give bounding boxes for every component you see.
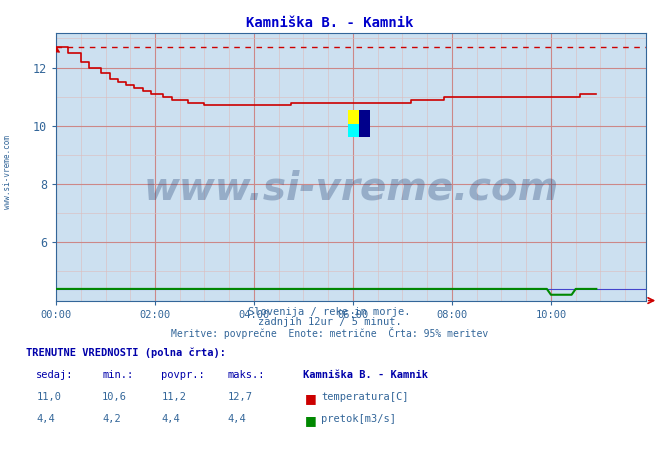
Text: temperatura[C]: temperatura[C] [321,392,409,402]
FancyBboxPatch shape [359,110,370,137]
Text: 11,2: 11,2 [161,392,186,402]
Text: Kamniška B. - Kamnik: Kamniška B. - Kamnik [246,16,413,30]
Text: 4,4: 4,4 [227,414,246,424]
Text: 4,4: 4,4 [36,414,55,424]
Text: 11,0: 11,0 [36,392,61,402]
Text: min.:: min.: [102,370,133,379]
Text: 12,7: 12,7 [227,392,252,402]
Text: www.si-vreme.com: www.si-vreme.com [143,169,559,207]
Text: 4,2: 4,2 [102,414,121,424]
Text: Slovenija / reke in morje.: Slovenija / reke in morje. [248,307,411,316]
Text: 10,6: 10,6 [102,392,127,402]
Text: ■: ■ [305,414,317,427]
Text: 4,4: 4,4 [161,414,180,424]
Text: TRENUTNE VREDNOSTI (polna črta):: TRENUTNE VREDNOSTI (polna črta): [26,347,226,358]
Text: www.si-vreme.com: www.si-vreme.com [3,136,13,209]
Text: Kamniška B. - Kamnik: Kamniška B. - Kamnik [303,370,428,379]
Text: maks.:: maks.: [227,370,265,379]
Text: sedaj:: sedaj: [36,370,74,379]
Text: Meritve: povprečne  Enote: metrične  Črta: 95% meritev: Meritve: povprečne Enote: metrične Črta:… [171,327,488,339]
FancyBboxPatch shape [348,123,359,137]
Text: povpr.:: povpr.: [161,370,205,379]
Text: pretok[m3/s]: pretok[m3/s] [321,414,396,424]
Text: zadnjih 12ur / 5 minut.: zadnjih 12ur / 5 minut. [258,317,401,327]
Text: ■: ■ [305,392,317,405]
FancyBboxPatch shape [348,110,359,123]
